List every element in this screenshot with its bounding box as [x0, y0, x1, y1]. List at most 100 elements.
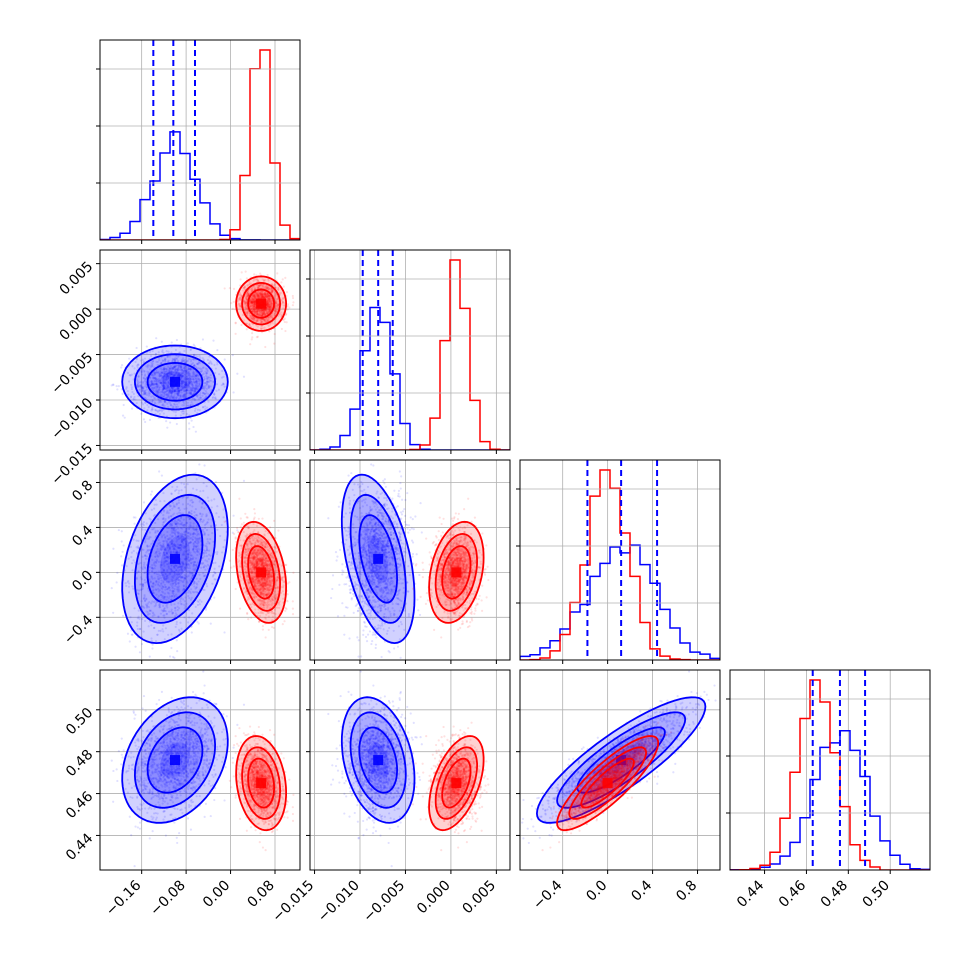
scatter-point: [159, 391, 162, 394]
scatter-point: [249, 305, 253, 308]
scatter-point: [196, 394, 199, 397]
scatter-point: [190, 367, 193, 370]
scatter-point: [208, 355, 211, 358]
scatter-point: [198, 383, 201, 386]
scatter-point: [242, 286, 246, 289]
scatter-point: [260, 293, 263, 296]
scatter-point: [200, 369, 204, 373]
scatter-point: [209, 376, 212, 380]
scatter-point: [153, 387, 156, 390]
scatter-point: [169, 403, 173, 406]
scatter-point: [180, 566, 183, 569]
scatter-point: [175, 396, 178, 399]
scatter-point: [264, 308, 267, 311]
scatter-point: [238, 304, 241, 308]
scatter-point: [150, 637, 153, 640]
scatter-point: [253, 305, 256, 309]
scatter-point: [150, 365, 154, 368]
scatter-point: [169, 421, 172, 424]
scatter-point: [246, 290, 249, 294]
scatter-point: [175, 338, 179, 342]
scatter-point: [271, 288, 274, 291]
scatter-point: [176, 387, 180, 390]
scatter-point: [142, 377, 146, 380]
scatter-point: [261, 292, 265, 295]
scatter-point: [183, 369, 186, 373]
scatter-point: [205, 377, 209, 380]
scatter-point: [189, 368, 192, 372]
scatter-point: [133, 372, 136, 375]
scatter-point: [153, 372, 156, 375]
scatter-point: [158, 374, 161, 377]
scatter-point: [182, 369, 185, 373]
scatter-point: [177, 570, 180, 573]
scatter-point: [256, 309, 259, 313]
scatter-point: [244, 301, 247, 305]
scatter-point: [267, 293, 270, 297]
panel-frame: [99, 39, 301, 241]
scatter-point: [156, 545, 159, 548]
scatter-point: [261, 285, 264, 288]
scatter-point: [188, 386, 191, 389]
scatter-point: [259, 292, 263, 295]
scatter-point: [190, 383, 193, 386]
scatter-point: [160, 370, 163, 374]
scatter-point: [170, 395, 173, 398]
scatter-point: [209, 622, 212, 625]
scatter-point: [183, 386, 186, 389]
scatter-point: [265, 303, 268, 306]
scatter-point: [187, 552, 190, 556]
scatter-point: [165, 511, 169, 514]
scatter-point: [262, 285, 265, 288]
scatter-point: [134, 645, 137, 648]
scatter-point: [179, 389, 183, 392]
scatter-point: [269, 295, 272, 298]
scatter-point: [148, 364, 152, 367]
scatter-point: [250, 287, 254, 290]
scatter-point: [273, 312, 277, 315]
scatter-point: [207, 386, 210, 389]
scatter-point: [181, 552, 185, 556]
scatter-point: [145, 345, 148, 348]
scatter-point: [193, 409, 197, 412]
scatter-point: [192, 381, 195, 384]
scatter-point: [170, 372, 173, 375]
scatter-point: [164, 381, 167, 384]
scatter-point: [216, 363, 219, 366]
scatter-point: [281, 298, 284, 301]
scatter-point: [215, 383, 219, 386]
scatter-point: [206, 358, 210, 362]
scatter-point: [130, 551, 133, 554]
scatter-point: [178, 683, 180, 685]
scatter-point: [163, 548, 166, 551]
scatter-point: [193, 390, 197, 393]
scatter-point: [185, 360, 188, 363]
scatter-point: [261, 296, 264, 299]
scatter-point: [162, 569, 165, 572]
scatter-point: [194, 387, 197, 390]
scatter-point: [234, 321, 237, 324]
scatter-point: [169, 389, 172, 392]
scatter-point: [130, 629, 133, 632]
scatter-point: [265, 285, 268, 288]
scatter-point: [151, 387, 154, 390]
scatter-point: [250, 302, 253, 305]
scatter-point: [170, 603, 173, 606]
scatter-point: [140, 617, 144, 621]
scatter-point: [268, 294, 271, 297]
scatter-point: [245, 303, 248, 306]
scatter-point: [148, 536, 151, 539]
scatter-point: [179, 526, 182, 530]
scatter-point: [276, 302, 279, 306]
scatter-point: [186, 401, 189, 404]
scatter-point: [180, 379, 183, 382]
scatter-point: [254, 296, 257, 299]
scatter-point: [174, 372, 177, 375]
scatter-point: [270, 299, 274, 302]
scatter-point: [155, 379, 158, 383]
scatter-point: [185, 521, 189, 525]
scatter-point: [252, 294, 255, 297]
scatter-point: [197, 540, 200, 543]
scatter-point: [176, 403, 179, 406]
scatter-point: [267, 316, 270, 319]
